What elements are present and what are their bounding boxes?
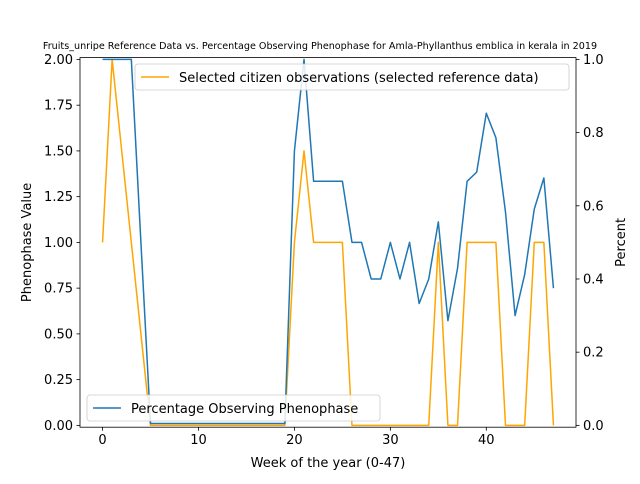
series-line-0	[101, 58, 555, 427]
y-left-tick-label: 1.50	[44, 144, 73, 159]
y-left-tick-label: 1.25	[44, 190, 73, 205]
x-axis: 0 10 20 30 40	[98, 427, 495, 448]
series-lines	[101, 58, 555, 427]
y-right-tick-label: 1.0	[583, 53, 604, 68]
x-tick-label: 20	[286, 433, 303, 448]
y-left-tick-label: 0.75	[44, 282, 73, 297]
x-tick-label: 40	[478, 433, 495, 448]
x-axis-label: Week of the year (0-47)	[251, 456, 406, 471]
chart-title: Fruits_unripe Reference Data vs. Percent…	[43, 41, 597, 52]
x-tick-label: 0	[98, 433, 106, 448]
legend-top-label: Selected citizen observations (selected …	[179, 71, 539, 86]
y-right-tick-label: 0.4	[583, 272, 604, 287]
legend-bottom: Percentage Observing Phenophase	[86, 394, 381, 422]
y-left-tick-label: 1.00	[44, 236, 73, 251]
y-right-tick-label: 0.6	[583, 199, 604, 214]
y-right-tick-label: 0.0	[583, 419, 604, 434]
y-axis-right: 0.0 0.2 0.4 0.6 0.8 1.0	[576, 53, 604, 434]
x-tick-label: 10	[190, 433, 207, 448]
y-right-tick-label: 0.2	[583, 346, 604, 361]
legend-top-box	[134, 63, 570, 91]
legend-bottom-label: Percentage Observing Phenophase	[131, 402, 358, 417]
y-left-tick-label: 1.75	[44, 99, 73, 114]
y-axis-right-label: Percent	[614, 218, 629, 267]
y-left-tick-label: 2.00	[44, 53, 73, 68]
y-axis-left: 0.00 0.25 0.50 0.75 1.00 1.25 1.50 1.75 2.00	[44, 53, 80, 434]
legend-bottom-box	[86, 394, 381, 422]
y-left-tick-label: 0.00	[44, 419, 73, 434]
y-left-tick-label: 0.50	[44, 327, 73, 342]
x-tick-label: 30	[382, 433, 399, 448]
y-left-tick-label: 0.25	[44, 373, 73, 388]
series-line-1	[102, 58, 555, 425]
y-axis-left-label: Phenophase Value	[20, 183, 35, 302]
legend-top: Selected citizen observations (selected …	[134, 63, 570, 91]
y-right-tick-label: 0.8	[583, 126, 604, 141]
